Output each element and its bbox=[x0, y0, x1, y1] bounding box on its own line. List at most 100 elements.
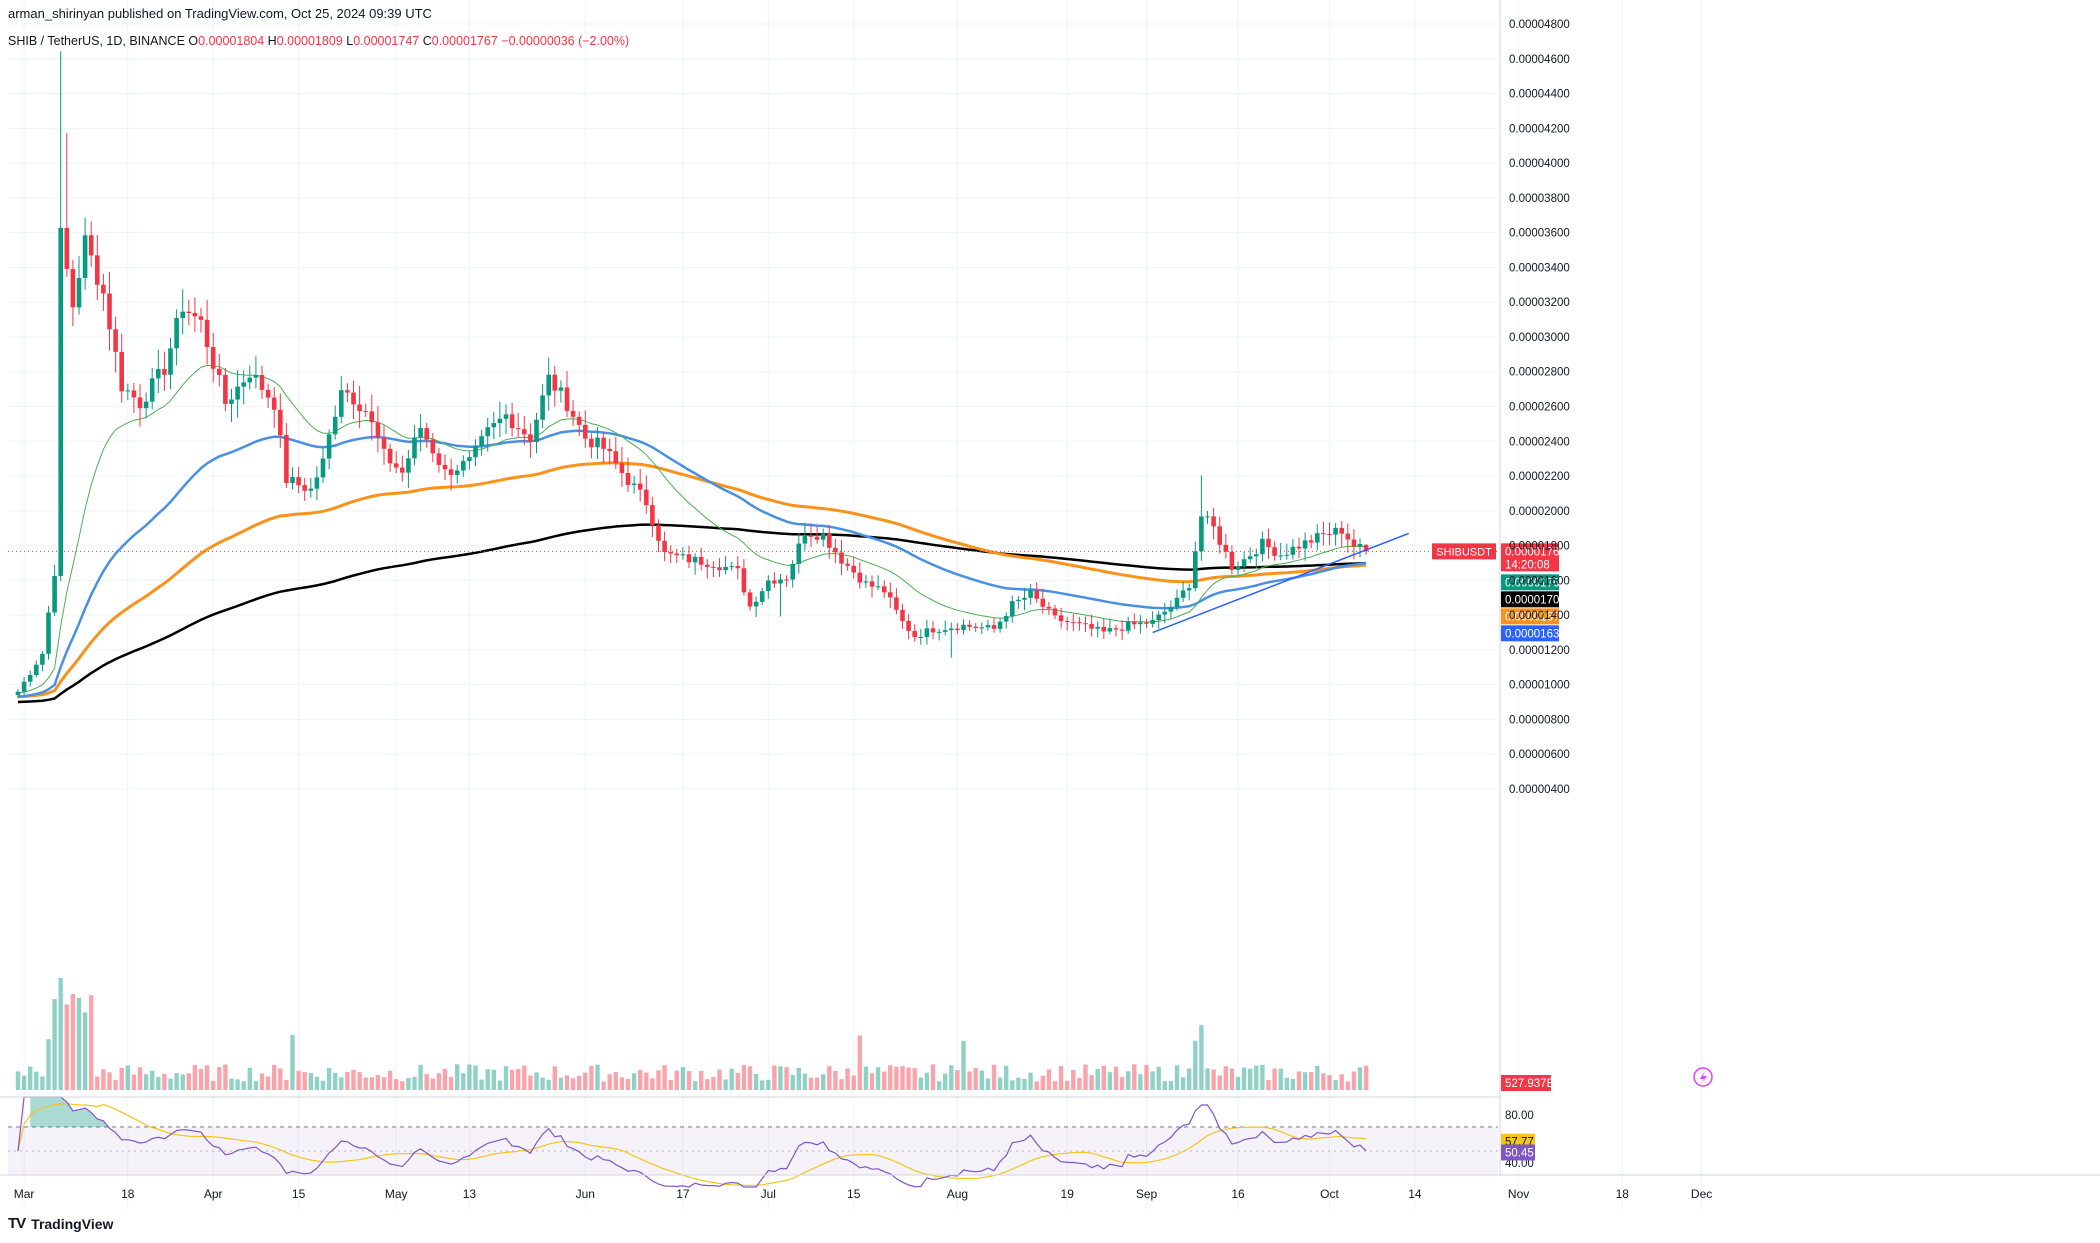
candle-body bbox=[644, 489, 649, 506]
price-tick-label: 0.00002400 bbox=[1509, 436, 1570, 448]
candle-body bbox=[509, 414, 515, 429]
candle-body bbox=[857, 572, 863, 583]
volume-bar bbox=[314, 1076, 320, 1090]
candle-body bbox=[845, 563, 850, 566]
volume-bar bbox=[406, 1077, 411, 1090]
volume-bar bbox=[869, 1073, 875, 1090]
volume-bar bbox=[40, 1076, 45, 1090]
volume-bar bbox=[497, 1080, 503, 1090]
candle-body bbox=[326, 434, 332, 459]
candle-body bbox=[589, 438, 594, 448]
candle-body bbox=[1003, 616, 1009, 622]
tradingview-logo[interactable]: TV TradingView bbox=[8, 1215, 113, 1232]
candle-body bbox=[296, 477, 301, 486]
volume-bar bbox=[89, 995, 94, 1090]
trend-line bbox=[1152, 532, 1410, 634]
candle-body bbox=[668, 552, 673, 554]
volume-bar bbox=[516, 1068, 521, 1090]
rsi-level-label: 40.00 bbox=[1505, 1158, 1534, 1170]
volume-bar bbox=[76, 997, 82, 1090]
candle-body bbox=[692, 556, 698, 563]
candle-body bbox=[1174, 597, 1180, 607]
symbol-name[interactable]: SHIB / TetherUS, 1D, BINANCE bbox=[8, 34, 185, 48]
candle-body bbox=[1022, 597, 1027, 600]
candle-body bbox=[1296, 546, 1302, 549]
high-value: 0.00001809 bbox=[276, 34, 343, 48]
volume-bar bbox=[747, 1066, 753, 1090]
volume-bar bbox=[290, 1034, 295, 1090]
price-tick-label: 0.00000600 bbox=[1509, 749, 1570, 761]
rsi-overbought-fill bbox=[30, 1097, 110, 1127]
time-tick-label: 18 bbox=[1616, 1187, 1630, 1201]
candle-body bbox=[1363, 544, 1369, 552]
volume-bar bbox=[888, 1065, 893, 1090]
axes: 0.00004800 0.00004600 0.00004400 0.00004200… bbox=[0, 0, 2100, 1201]
candle-body bbox=[900, 609, 905, 621]
volume-bar bbox=[381, 1077, 387, 1090]
volume-bar bbox=[1229, 1068, 1235, 1090]
volume-bar bbox=[863, 1066, 869, 1090]
volume-bar bbox=[930, 1064, 936, 1090]
volume-bar bbox=[1278, 1068, 1283, 1090]
volume-bar bbox=[265, 1076, 271, 1090]
candle-body bbox=[839, 552, 844, 564]
open-label: O bbox=[188, 34, 199, 48]
candle-body bbox=[601, 437, 606, 449]
candle-body bbox=[936, 631, 942, 633]
moving-averages bbox=[17, 364, 1367, 704]
candle-body bbox=[473, 445, 478, 458]
candle-body bbox=[717, 567, 722, 571]
candle-body bbox=[766, 580, 771, 592]
price-tick-label: 0.00001800 bbox=[1509, 541, 1570, 553]
volume-bar bbox=[21, 1075, 27, 1090]
candle-body bbox=[1321, 533, 1326, 535]
volume-bar bbox=[985, 1078, 991, 1090]
candle-body bbox=[637, 483, 643, 490]
candle-body bbox=[833, 547, 838, 553]
candle-body bbox=[656, 525, 661, 541]
volume-bar bbox=[528, 1075, 533, 1090]
candle-body bbox=[357, 404, 362, 412]
candle-body bbox=[985, 625, 991, 628]
candle-body bbox=[1315, 533, 1320, 543]
volume-bar bbox=[796, 1067, 801, 1090]
time-tick-label: Aug bbox=[947, 1187, 968, 1201]
volume-bar bbox=[113, 1079, 118, 1090]
volume-bar bbox=[729, 1068, 734, 1090]
volume-bar bbox=[1101, 1065, 1106, 1090]
time-tick-label: Mar bbox=[14, 1187, 35, 1201]
time-tick-label: May bbox=[385, 1187, 408, 1201]
ma-price-label: 0.00001705 bbox=[1505, 594, 1566, 606]
candle-body bbox=[137, 397, 143, 409]
volume-bar bbox=[717, 1069, 722, 1090]
candle-body bbox=[168, 348, 173, 375]
close-label: C bbox=[422, 34, 432, 48]
candle-body bbox=[1205, 516, 1210, 518]
candle-body bbox=[406, 458, 411, 473]
volume-bar bbox=[1156, 1066, 1161, 1090]
candle-body bbox=[1138, 622, 1143, 625]
candle-body bbox=[241, 382, 246, 387]
candle-body bbox=[27, 675, 33, 682]
volume-bar bbox=[345, 1072, 350, 1090]
volume-bar bbox=[857, 1035, 862, 1090]
volume-bar bbox=[308, 1073, 313, 1090]
candle-body bbox=[808, 535, 814, 537]
volume-bar bbox=[1040, 1075, 1045, 1090]
candle-body bbox=[479, 436, 484, 446]
ma-price-label-bg bbox=[1501, 591, 1559, 608]
volume-bar bbox=[491, 1069, 496, 1090]
candle-body bbox=[851, 565, 856, 573]
price-tick-label: 0.00001600 bbox=[1509, 575, 1570, 587]
candle-body bbox=[363, 411, 368, 413]
volume-bar bbox=[430, 1078, 435, 1090]
volume-bar bbox=[680, 1067, 686, 1090]
time-tick-label: Jun bbox=[576, 1187, 595, 1201]
volume-bar bbox=[52, 999, 57, 1090]
candle-body bbox=[1016, 599, 1021, 602]
volume-bar bbox=[1095, 1068, 1100, 1090]
candle-body bbox=[1034, 590, 1039, 599]
volume-bar bbox=[247, 1067, 252, 1090]
